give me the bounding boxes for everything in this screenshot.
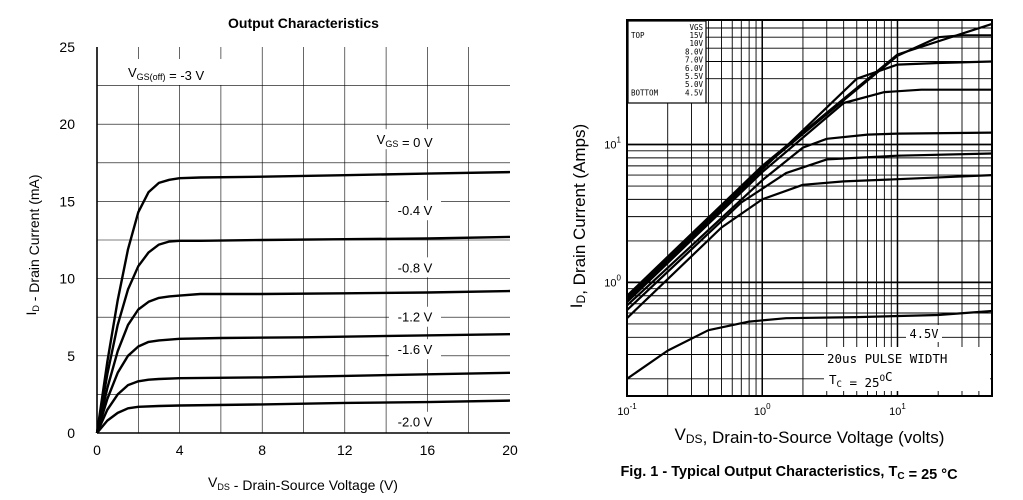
legend-bottom-label: BOTTOM [631,88,659,97]
pulse-width-note: 20us PULSE WIDTH [827,351,947,366]
y-tick-label: 100 [604,273,621,289]
temperature-note: TC = 25OC [829,369,893,390]
curve-label-4-5v: 4.5V [910,327,939,341]
x-axis-label: VDS - Drain-Source Voltage (V) [208,474,398,493]
x-tick-label: 16 [420,442,436,458]
x-tick-label: 20 [502,442,518,458]
y-tick-label: 5 [67,348,75,364]
series-line-6_0V [626,131,993,307]
y-tick-label: 20 [59,116,75,132]
series-line-6 [96,399,511,434]
axes-frame [626,19,993,397]
series-label-3: -0.8 V [398,260,433,275]
y-tick-label: 101 [604,136,621,152]
y-tick-label: 25 [59,39,75,55]
legend-entry: 15V [689,31,703,40]
x-tick-label: 12 [337,442,353,458]
legend-entry: 7.0V [685,56,704,65]
y-tick-label: 0 [67,425,75,441]
x-axis-label: VDS, Drain-to-Source Voltage (volts) [675,425,945,447]
series-line-8_0V [626,60,993,301]
legend-top-label: TOP [631,31,645,40]
x-tick-label: 0 [93,442,101,458]
x-tick-label: 8 [258,442,266,458]
x-tick-label: 100 [754,402,771,418]
vgs-off-note: VGS(off) = -3 V [128,65,205,83]
legend-entry: 10V [689,39,703,48]
series-line-5 [95,371,511,434]
series-line-2 [95,235,511,434]
series-label-5: -1.6 V [398,342,433,357]
series-label-6: -2.0 V [398,415,433,430]
axes-frame [96,47,510,434]
x-tick-label: 101 [889,402,906,418]
series-label-1: VGS = 0 V [377,132,433,150]
output-characteristics-chart: Output Characteristics 0 4 8 12 16 20 0 5 10 15 20 2… [23,15,518,493]
series-line-10V [626,34,992,299]
y-tick-label: 10 [59,271,75,287]
series-line-15V [626,22,993,297]
series-line-4 [95,333,511,434]
legend-entry: 8.0V [685,47,704,56]
y-tick-label: 15 [59,193,75,209]
chart-title: Output Characteristics [228,15,379,31]
series-label-2: -0.4 V [398,203,433,218]
legend-entry: 6.0V [685,64,704,73]
series-line-4_5V [626,309,993,380]
x-tick-label: 4 [176,442,184,458]
series-line-5_0V [626,174,993,319]
series-label-4: -1.2 V [398,310,433,325]
series-line-7_0V [626,88,992,303]
y-axis-label: ID - Drain Current (mA) [23,174,42,315]
series-line-1 [95,170,511,434]
y-axis-label: ID, Drain Current (Amps) [567,124,589,308]
figure-caption: Fig. 1 - Typical Output Characteristics,… [620,464,958,483]
legend-entry: 4.5V [685,88,704,97]
legend-entry: 5.0V [685,80,704,89]
legend-header: VGS [689,23,703,32]
series-line-5_5V [626,152,993,311]
series-line-3 [95,289,511,434]
x-tick-label: 10-1 [617,402,637,418]
legend-entry: 5.5V [685,72,704,81]
